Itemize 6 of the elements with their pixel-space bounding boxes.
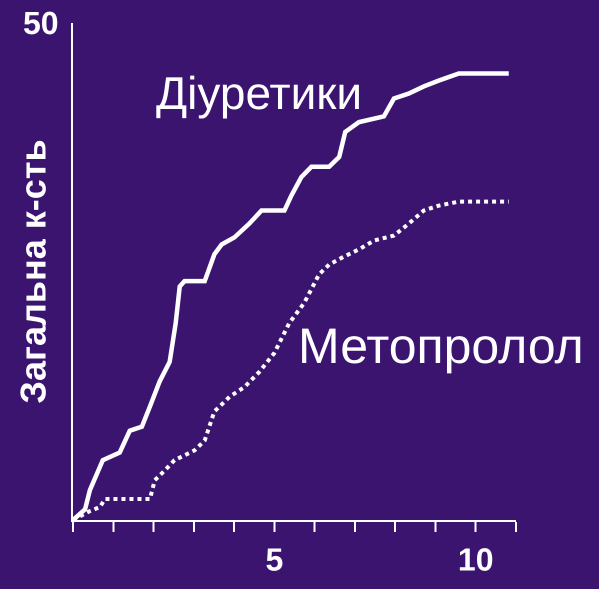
series-label: Діуретики [156, 67, 362, 119]
series-label: Метопролол [298, 318, 584, 374]
x-tick-label: 10 [458, 541, 494, 578]
y-axis-title: Загальна к-сть [12, 139, 54, 404]
x-tick-label: 5 [265, 541, 284, 578]
text: 50 [23, 5, 59, 41]
